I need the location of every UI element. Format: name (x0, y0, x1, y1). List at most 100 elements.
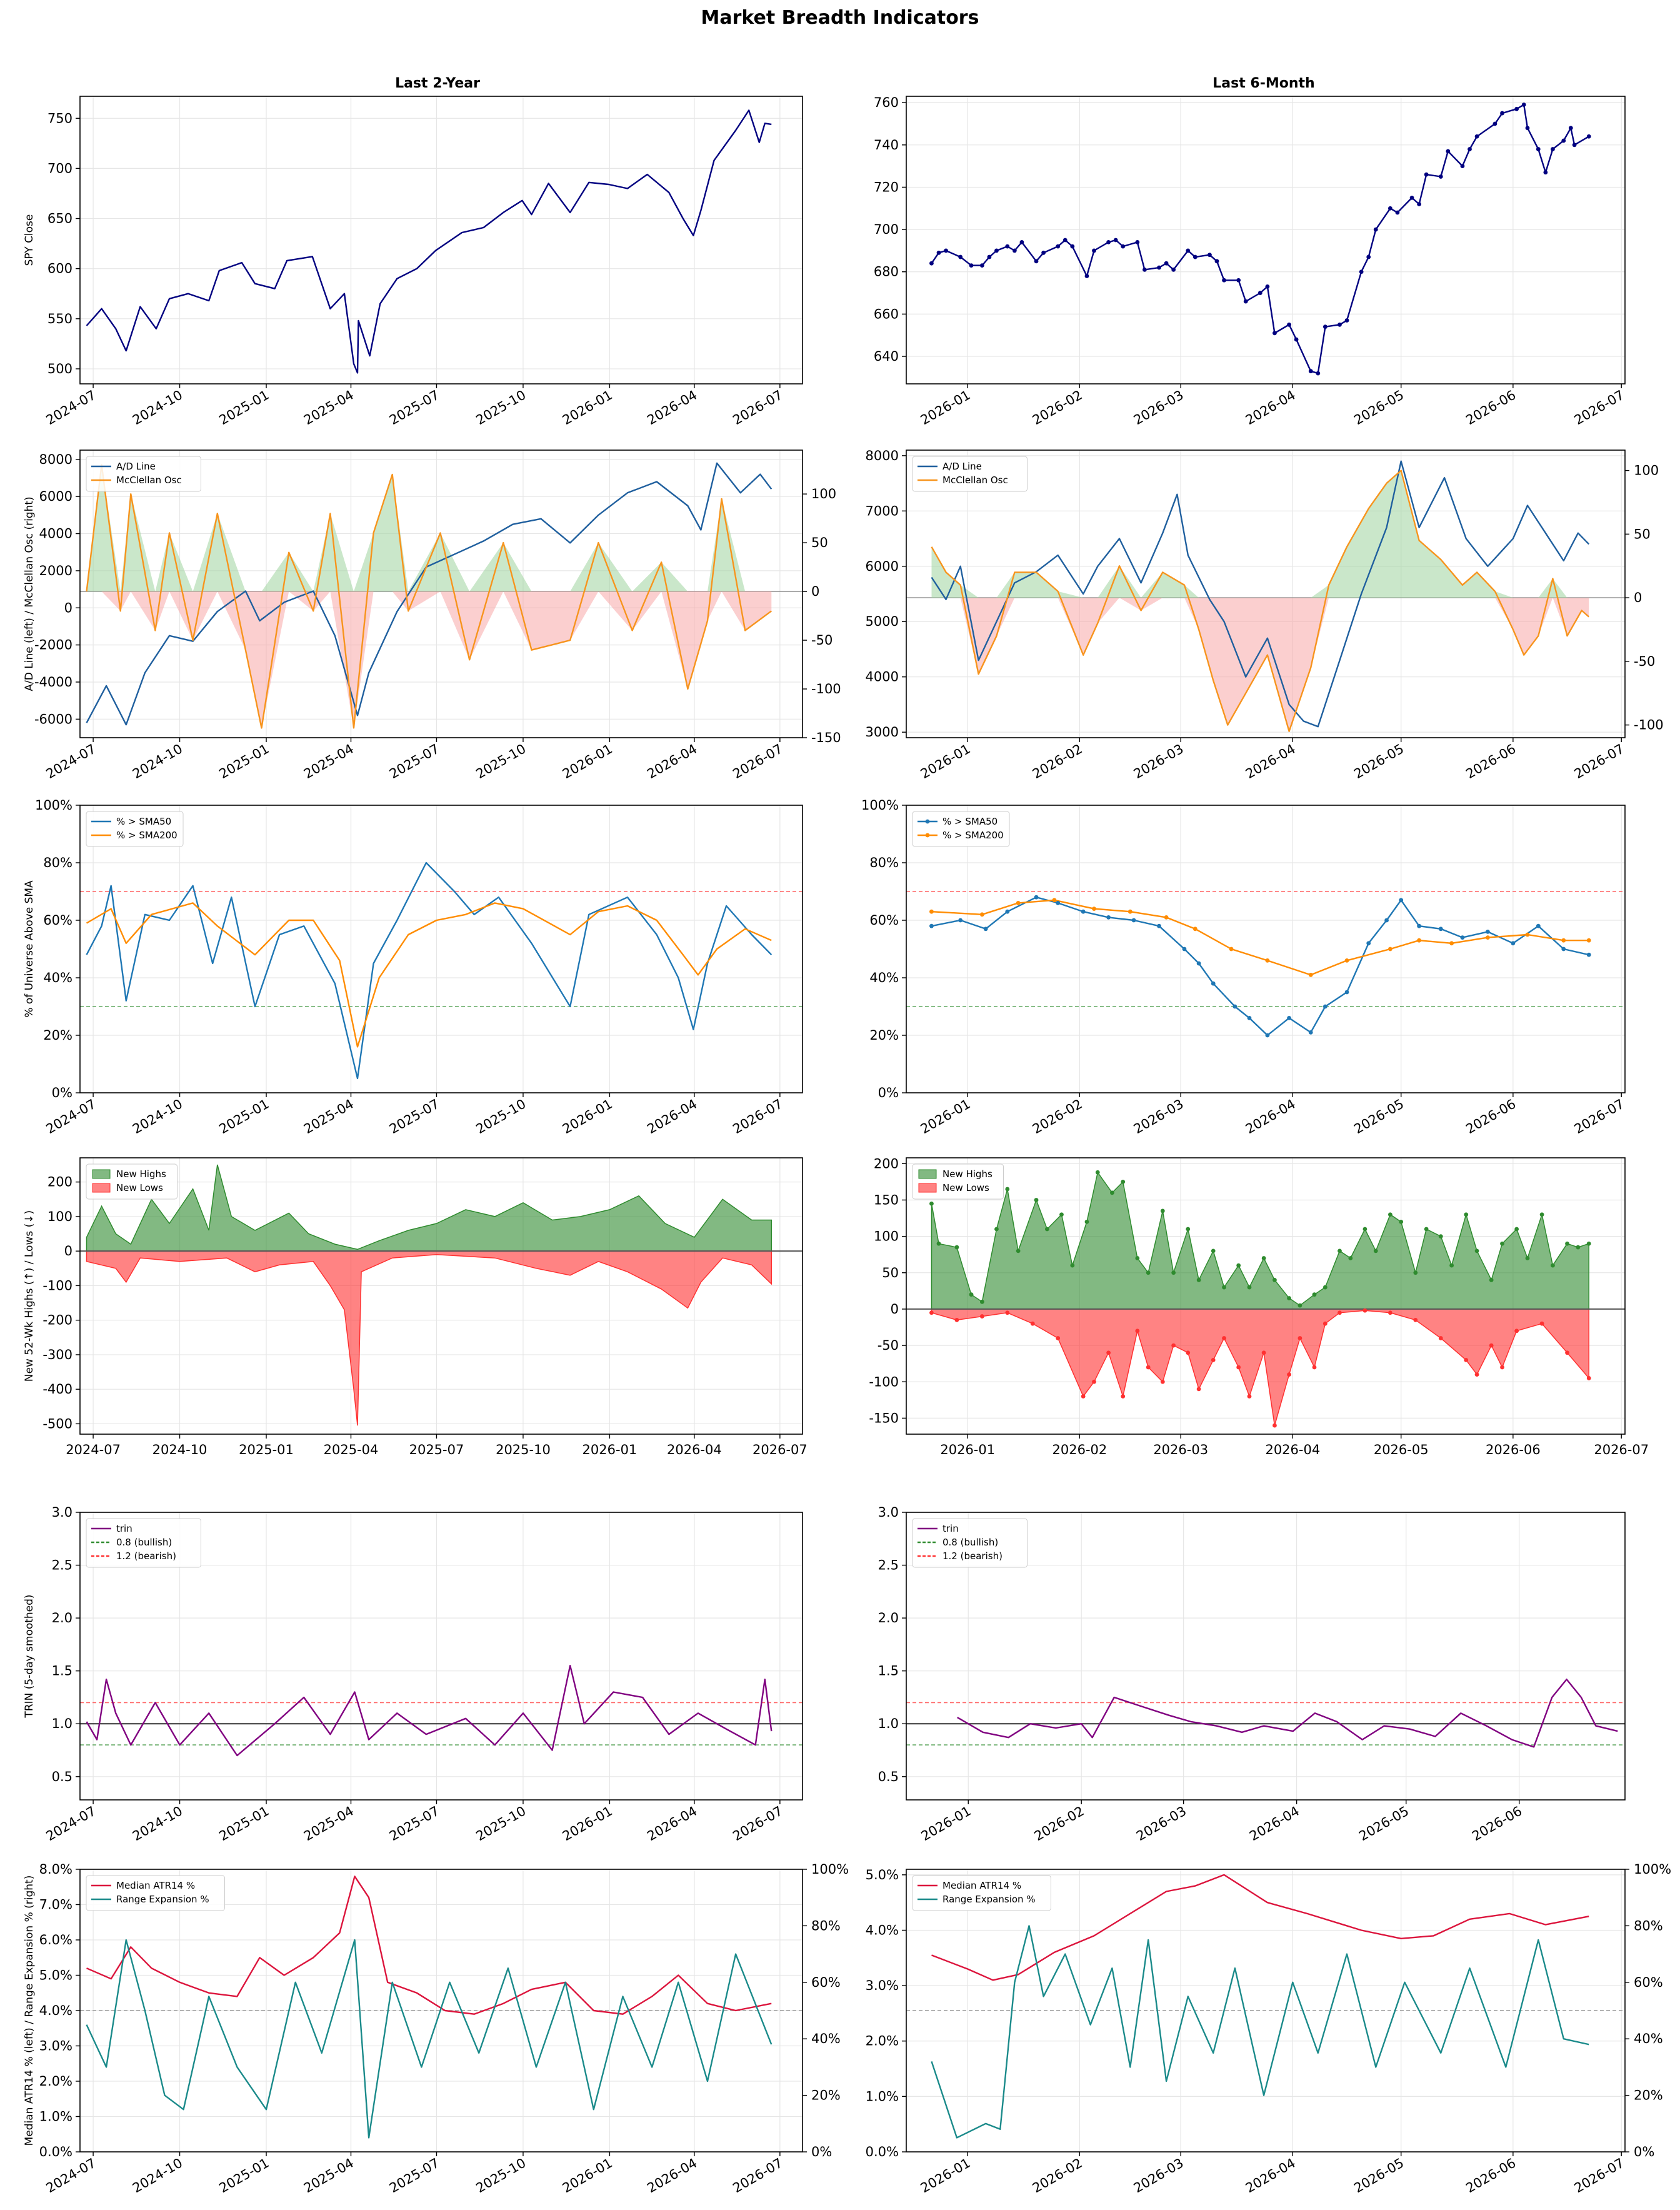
data-point-spy (994, 248, 999, 253)
x-tick-label: 2024-07 (44, 1804, 99, 1844)
y-tick-label: 200 (48, 1175, 72, 1190)
legend: Median ATR14 % Range Expansion % (86, 1875, 225, 1911)
data-point-sma50 (1399, 898, 1404, 903)
data-point-highs (954, 1245, 959, 1250)
x-tick-label: 2026-04 (1243, 741, 1298, 782)
data-point-spy (1113, 238, 1118, 243)
data-point-sma50 (1511, 941, 1516, 946)
data-point-spy (1056, 244, 1061, 249)
area-highs (86, 1164, 772, 1252)
y2-tick-label: 0 (811, 584, 819, 599)
data-point-highs (1399, 1219, 1404, 1224)
negative-fill (931, 598, 1589, 731)
x-tick-label: 2026-02 (1032, 1804, 1087, 1844)
data-point-lows (1565, 1350, 1569, 1355)
y-tick-label: 650 (48, 211, 72, 226)
legend-box (86, 1518, 201, 1568)
y-tick-label: 0 (64, 600, 72, 615)
x-tick-label: 2024-10 (152, 1442, 208, 1457)
data-point-highs (1565, 1241, 1569, 1246)
data-point-highs (1222, 1285, 1226, 1290)
data-point-sma50 (1232, 1004, 1238, 1009)
data-point-highs (1287, 1296, 1291, 1300)
data-point-lows (979, 1314, 984, 1318)
y2-tick-label: 60% (811, 1975, 841, 1990)
data-point-lows (1474, 1372, 1479, 1377)
data-point-spy (1500, 111, 1504, 116)
x-tick-label: 2026-01 (919, 1804, 974, 1844)
data-point-spy (1344, 318, 1349, 323)
y2-tick-label: 60% (1634, 1975, 1663, 1990)
x-tick-label: 2026-04 (644, 1097, 699, 1137)
x-tick-label: 2025-01 (217, 741, 272, 782)
chart-sma-6m: 0% 20% 40% 60% 80% 100% 2026-01 2026-02 2026-03 2… (861, 798, 1627, 1137)
data-point-spy (1446, 149, 1451, 154)
y2-tick-label: 100 (811, 486, 836, 501)
x-tick-label: 2026-01 (940, 1442, 995, 1457)
data-point-highs (1261, 1256, 1266, 1260)
y2-tick-label: 50 (811, 535, 828, 550)
data-point-sma50 (1182, 947, 1187, 952)
y-tick-label: 6000 (39, 489, 72, 504)
data-point-sma200 (1128, 909, 1132, 914)
legend-label: New Highs (942, 1168, 992, 1180)
data-point-highs (1500, 1241, 1504, 1246)
y-tick-label: 7000 (866, 503, 899, 518)
data-point-highs (1438, 1234, 1443, 1239)
legend-label: 1.2 (bearish) (942, 1550, 1002, 1562)
data-point-lows (1514, 1329, 1519, 1334)
legend: New Highs New Lows (912, 1163, 1004, 1200)
x-tick-label: 2026-06 (1463, 2156, 1518, 2196)
x-tick-label: 2026-02 (1030, 388, 1085, 428)
legend-box (86, 456, 201, 492)
data-point-highs (1095, 1170, 1100, 1175)
y-tick-label: 2.0 (52, 1610, 72, 1625)
y-axis-label: % of Universe Above SMA (23, 880, 36, 1018)
data-point-spy (1561, 138, 1566, 143)
data-point-sma50 (1366, 941, 1371, 946)
y-axis-label: New 52-Wk Highs (↑) / Lows (↓) (23, 1210, 36, 1382)
data-point-spy (1012, 248, 1017, 253)
legend-box (912, 1518, 1028, 1568)
x-tick-label: 2026-06 (1463, 388, 1518, 428)
data-point-sma50 (983, 927, 988, 932)
y2-tick-label: 80% (1634, 1918, 1663, 1933)
y-tick-label: 200 (874, 1156, 899, 1171)
x-tick-label: 2025-10 (473, 1804, 528, 1844)
y-tick-label: 0.0% (39, 2144, 72, 2159)
y2-tick-label: -100 (811, 681, 841, 696)
x-tick-label: 2026-04 (1247, 1804, 1302, 1844)
plot-area (80, 861, 802, 1080)
y-tick-label: 50 (882, 1265, 899, 1280)
y-tick-label: 500 (48, 361, 72, 376)
x-tick-label: 2025-04 (301, 2156, 356, 2196)
area-lows (931, 1308, 1589, 1426)
data-point-highs (1474, 1248, 1479, 1253)
x-tick-label: 2024-10 (130, 388, 185, 428)
legend-label: A/D Line (942, 461, 982, 472)
data-point-spy (1222, 278, 1226, 283)
x-tick-label: 2024-07 (44, 2156, 99, 2196)
data-point-lows (1236, 1365, 1241, 1370)
x-tick-label: 2025-01 (217, 388, 272, 428)
data-point-lows (954, 1317, 959, 1322)
x-tick-label: 2026-05 (1351, 1097, 1406, 1137)
y-tick-label: -200 (42, 1313, 72, 1328)
x-tick-label: 2025-01 (217, 2156, 272, 2196)
data-point-spy (987, 254, 992, 259)
data-point-lows (1135, 1329, 1140, 1334)
data-point-highs (1146, 1270, 1151, 1275)
y-tick-label: 0.0% (866, 2144, 899, 2159)
y-tick-label: 40% (43, 970, 72, 985)
data-point-lows (1146, 1365, 1151, 1370)
data-point-spy (1572, 143, 1577, 148)
y-tick-label: 8000 (866, 448, 899, 463)
y-tick-label: 1.0 (878, 1716, 899, 1731)
data-point-lows (1272, 1423, 1277, 1428)
data-point-lows (1539, 1321, 1544, 1326)
data-point-lows (1222, 1336, 1226, 1340)
data-point-spy (1525, 126, 1530, 131)
data-point-highs (936, 1241, 941, 1246)
y2-tick-label: 20% (811, 2088, 841, 2103)
